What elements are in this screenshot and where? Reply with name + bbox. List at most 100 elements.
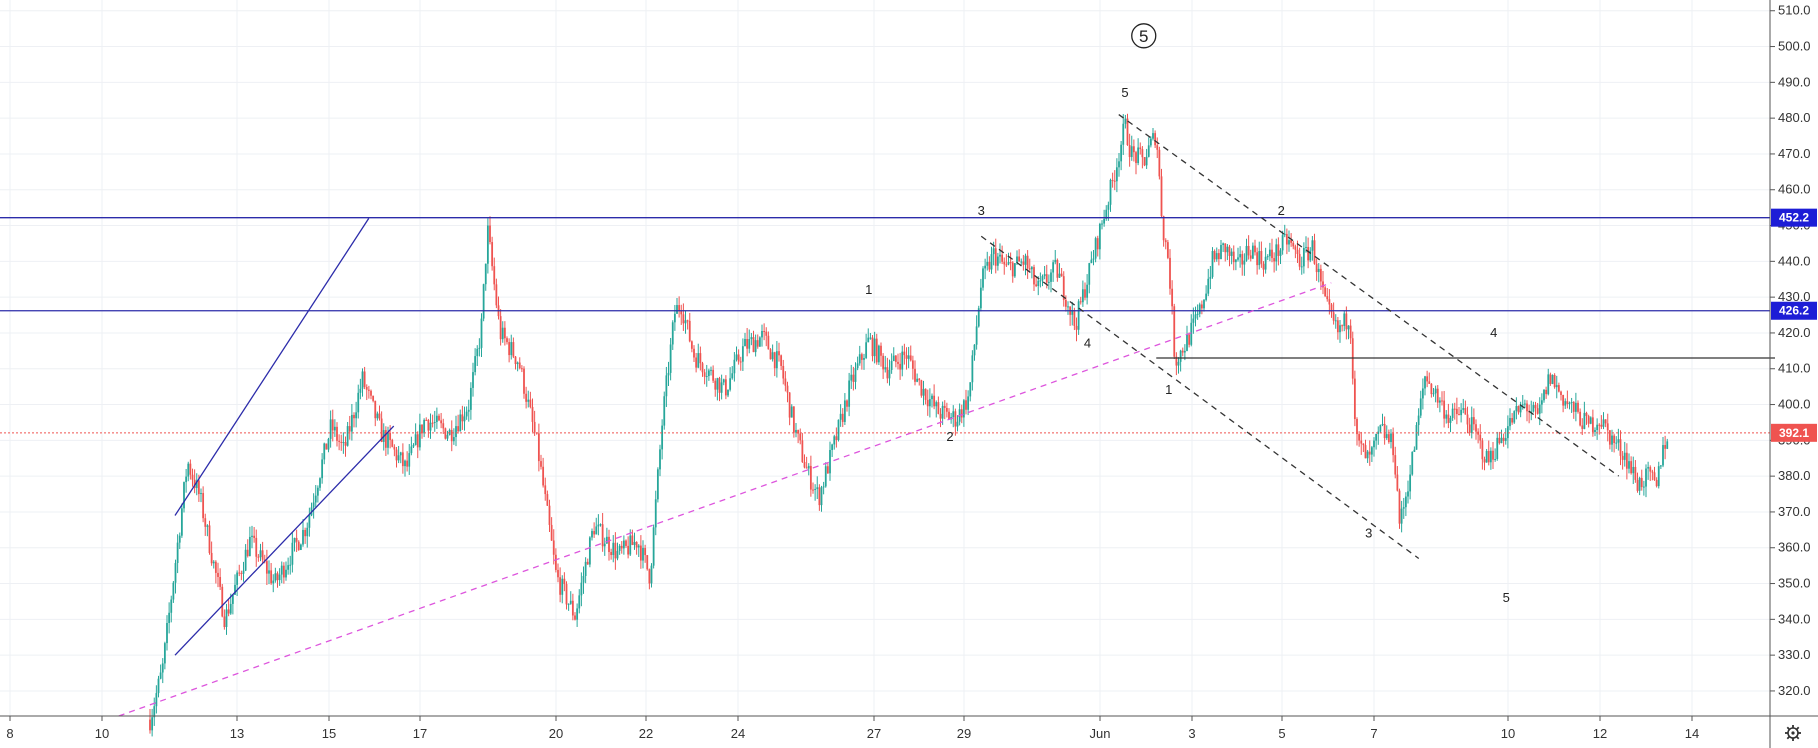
candle-body xyxy=(996,256,999,266)
candle-body xyxy=(635,541,638,548)
candle-body xyxy=(797,430,800,434)
candle-body xyxy=(837,419,840,440)
wedge-upper-line[interactable] xyxy=(1118,114,1620,477)
candle-body xyxy=(601,524,604,547)
gear-icon[interactable] xyxy=(1785,725,1801,741)
candle-body xyxy=(548,505,551,525)
candle-body xyxy=(574,615,576,620)
candle-body xyxy=(962,400,965,418)
channel-lower-line[interactable] xyxy=(174,425,395,656)
candle-body xyxy=(860,354,863,360)
candle-body xyxy=(268,570,270,574)
support-diagonal-line[interactable] xyxy=(118,282,1332,717)
candle-body xyxy=(1413,449,1416,452)
candle-body xyxy=(302,529,304,545)
candle-body xyxy=(1574,402,1577,412)
candle-body xyxy=(1243,260,1246,265)
candle-body xyxy=(809,465,812,490)
candle-body xyxy=(1275,244,1278,262)
candle-body xyxy=(359,388,362,393)
candle-body xyxy=(801,440,804,462)
y-tick-label: 480.0 xyxy=(1778,110,1811,125)
candle-body xyxy=(1600,424,1603,427)
candle-body xyxy=(166,622,168,644)
candle-body xyxy=(875,338,878,363)
candle-body xyxy=(975,326,978,345)
candle-body xyxy=(1666,441,1669,449)
candle-body xyxy=(1347,325,1350,330)
candle-body xyxy=(1394,455,1397,475)
channel-upper-line[interactable] xyxy=(174,218,370,516)
x-tick-label: 5 xyxy=(1278,726,1285,741)
candle-body xyxy=(552,540,555,555)
candle-body xyxy=(1247,245,1250,256)
candle-body xyxy=(1553,374,1556,388)
candle-body xyxy=(848,380,851,407)
candle-body xyxy=(489,225,491,243)
candle-body xyxy=(884,367,887,370)
candle-body xyxy=(746,338,749,349)
candle-body xyxy=(1226,246,1229,253)
y-tick-label: 370.0 xyxy=(1778,504,1811,519)
candle-body xyxy=(710,369,712,371)
price-badges: 452.2 426.2 392.1 xyxy=(1771,208,1817,442)
candle-body xyxy=(1451,408,1454,418)
candle-body xyxy=(1128,145,1131,158)
candle-body xyxy=(503,327,506,339)
candle-body xyxy=(1162,216,1165,241)
candle-body xyxy=(1349,325,1352,339)
candle-body xyxy=(1285,233,1288,245)
x-tick-label: 29 xyxy=(957,726,971,741)
y-tick-label: 440.0 xyxy=(1778,253,1811,268)
candle-body xyxy=(476,348,479,357)
candle-body xyxy=(1011,262,1014,277)
wedge-lower-line[interactable] xyxy=(980,235,1420,560)
candle-body xyxy=(1152,133,1154,139)
candle-body xyxy=(909,355,912,361)
candle-body xyxy=(176,542,179,564)
candle-body xyxy=(1462,408,1465,410)
candle-body xyxy=(1375,433,1378,441)
y-tick-label: 430.0 xyxy=(1778,289,1811,304)
candle-body xyxy=(1156,145,1159,150)
candle-body xyxy=(1398,490,1401,524)
candle-body xyxy=(325,443,328,450)
candle-body xyxy=(661,425,664,450)
candle-body xyxy=(1260,250,1263,264)
candle-body xyxy=(582,575,585,583)
candle-body xyxy=(246,549,249,557)
candle-body xyxy=(1364,445,1367,459)
candle-body xyxy=(474,356,477,373)
candle-body xyxy=(899,363,902,370)
candle-body xyxy=(1566,401,1569,404)
candle-body xyxy=(183,482,185,509)
candle-body xyxy=(597,524,600,527)
candle-body xyxy=(890,361,893,370)
candle-body xyxy=(1026,255,1029,269)
candle-body xyxy=(225,609,228,628)
candle-body xyxy=(578,595,581,609)
candle-body xyxy=(1387,434,1390,443)
candle-body xyxy=(945,407,948,412)
candle-body xyxy=(276,573,279,581)
candle-body xyxy=(1313,240,1316,264)
candle-body xyxy=(1581,425,1584,429)
candle-body xyxy=(465,411,468,417)
candle-body xyxy=(1598,424,1601,426)
candle-body xyxy=(1043,274,1046,277)
candle-body xyxy=(287,565,290,570)
candle-body xyxy=(729,378,732,390)
candle-body xyxy=(720,382,723,393)
candle-body xyxy=(219,576,222,587)
candle-body xyxy=(1608,430,1611,445)
candle-body xyxy=(818,487,821,506)
candle-body xyxy=(163,643,166,664)
candle-body xyxy=(648,569,651,584)
candle-body xyxy=(1634,466,1637,480)
candle-body xyxy=(387,433,389,448)
candle-body xyxy=(540,461,542,467)
candle-body xyxy=(1562,394,1565,406)
candle-body xyxy=(1084,289,1086,298)
